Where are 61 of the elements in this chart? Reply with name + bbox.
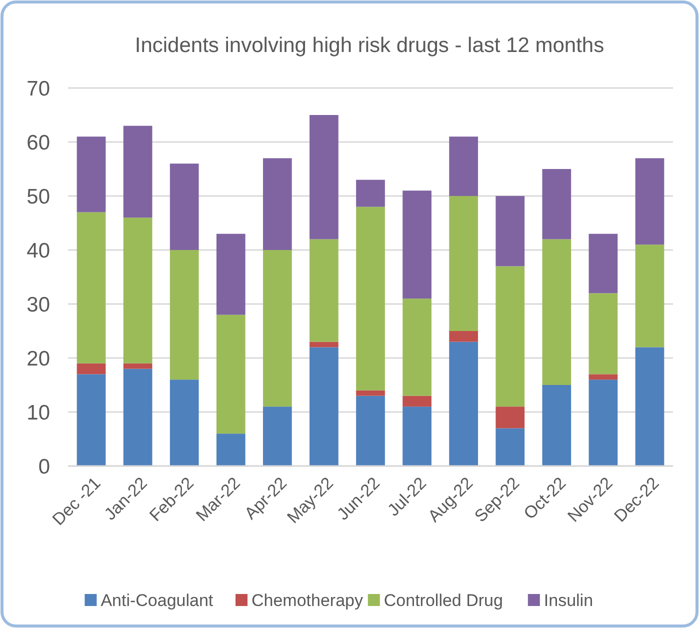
bar bbox=[170, 164, 199, 250]
x-tick-label: Dec -21 bbox=[48, 474, 104, 530]
bar bbox=[310, 347, 338, 466]
y-tick-label: 10 bbox=[26, 401, 50, 424]
bar bbox=[123, 126, 152, 218]
bar bbox=[449, 196, 478, 331]
bar bbox=[310, 115, 338, 240]
bar bbox=[402, 406, 432, 466]
bar bbox=[496, 428, 525, 466]
y-tick-label: 0 bbox=[38, 455, 50, 478]
bar bbox=[449, 136, 478, 196]
bar bbox=[356, 206, 385, 390]
y-tick-label: 60 bbox=[26, 131, 50, 154]
chart-title: Incidents involving high risk drugs - last 12 months bbox=[134, 34, 604, 57]
bar bbox=[123, 363, 152, 369]
bar bbox=[216, 234, 246, 315]
y-tick-label: 20 bbox=[26, 347, 50, 370]
bar bbox=[496, 196, 525, 266]
bar bbox=[496, 266, 525, 407]
legend-label: Chemotherapy bbox=[252, 590, 364, 610]
legend-label: Insulin bbox=[544, 590, 594, 610]
bar bbox=[310, 239, 338, 342]
bar bbox=[216, 314, 246, 434]
bar bbox=[402, 190, 432, 299]
legend-label: Controlled Drug bbox=[384, 590, 503, 610]
bar bbox=[356, 390, 385, 396]
bar bbox=[262, 406, 292, 466]
y-tick-label: 40 bbox=[26, 239, 50, 262]
bar bbox=[402, 298, 432, 396]
bar bbox=[588, 234, 618, 294]
legend-label: Anti-Coagulant bbox=[100, 590, 214, 610]
bar bbox=[588, 380, 618, 466]
bar bbox=[588, 293, 618, 374]
bar bbox=[123, 218, 152, 364]
bar bbox=[262, 158, 292, 250]
bar bbox=[635, 158, 664, 245]
bar bbox=[542, 385, 572, 466]
bar bbox=[123, 368, 152, 466]
bar bbox=[262, 250, 292, 407]
y-tick-label: 70 bbox=[26, 77, 50, 100]
bar bbox=[170, 250, 199, 380]
bar bbox=[402, 396, 432, 407]
bar bbox=[496, 406, 525, 428]
bar bbox=[76, 374, 106, 466]
bar bbox=[635, 244, 664, 348]
bar bbox=[170, 380, 199, 466]
y-tick-label: 30 bbox=[26, 293, 50, 316]
bar bbox=[310, 342, 338, 348]
bar bbox=[216, 434, 246, 466]
y-tick-label: 50 bbox=[26, 185, 50, 208]
bar bbox=[76, 363, 106, 374]
bar bbox=[449, 331, 478, 342]
bar bbox=[76, 212, 106, 364]
bar bbox=[588, 374, 618, 380]
bar bbox=[635, 347, 664, 466]
bar bbox=[76, 136, 106, 212]
bar bbox=[542, 239, 572, 385]
bar bbox=[356, 396, 385, 466]
bar bbox=[542, 169, 572, 240]
bar bbox=[356, 180, 385, 207]
bar bbox=[449, 342, 478, 466]
